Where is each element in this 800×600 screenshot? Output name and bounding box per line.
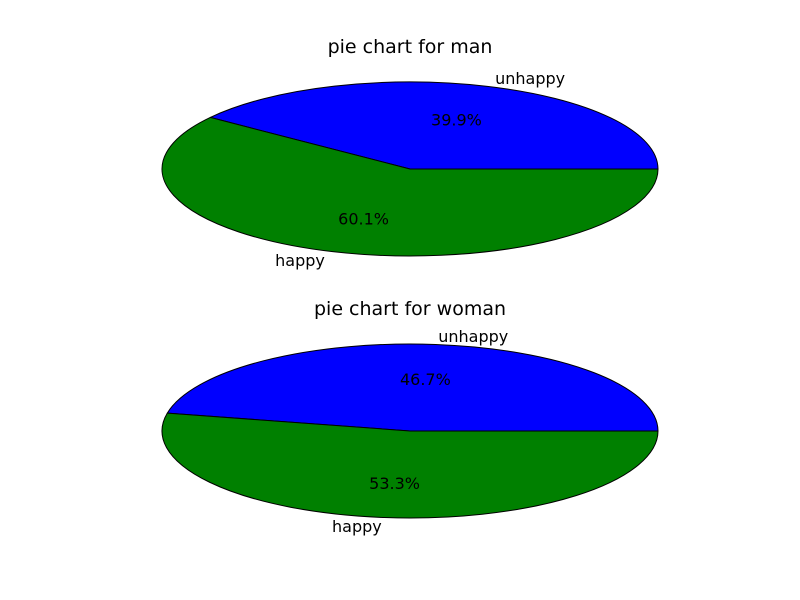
slice-label: happy bbox=[275, 251, 325, 270]
percent-label: 53.3% bbox=[369, 474, 420, 493]
pie-chart-2: pie chart for woman 46.7% unhappy 53.3% happ… bbox=[161, 298, 659, 536]
chart-title: pie chart for man bbox=[328, 36, 493, 58]
percent-label: 46.7% bbox=[400, 370, 451, 389]
chart-title: pie chart for woman bbox=[314, 298, 506, 320]
pie-slice-unhappy bbox=[166, 343, 659, 432]
percent-label: 39.9% bbox=[431, 110, 482, 129]
slice-label: unhappy bbox=[438, 327, 508, 346]
pie-slice-happy bbox=[161, 116, 659, 257]
slice-label: unhappy bbox=[495, 69, 565, 88]
pie-chart-1: pie chart for man 39.9% unhappy 60.1% happy bbox=[161, 36, 659, 270]
slice-label: happy bbox=[332, 517, 382, 536]
pie-slice-happy bbox=[161, 412, 659, 519]
pie-slice-unhappy bbox=[209, 81, 659, 170]
percent-label: 60.1% bbox=[338, 210, 389, 229]
